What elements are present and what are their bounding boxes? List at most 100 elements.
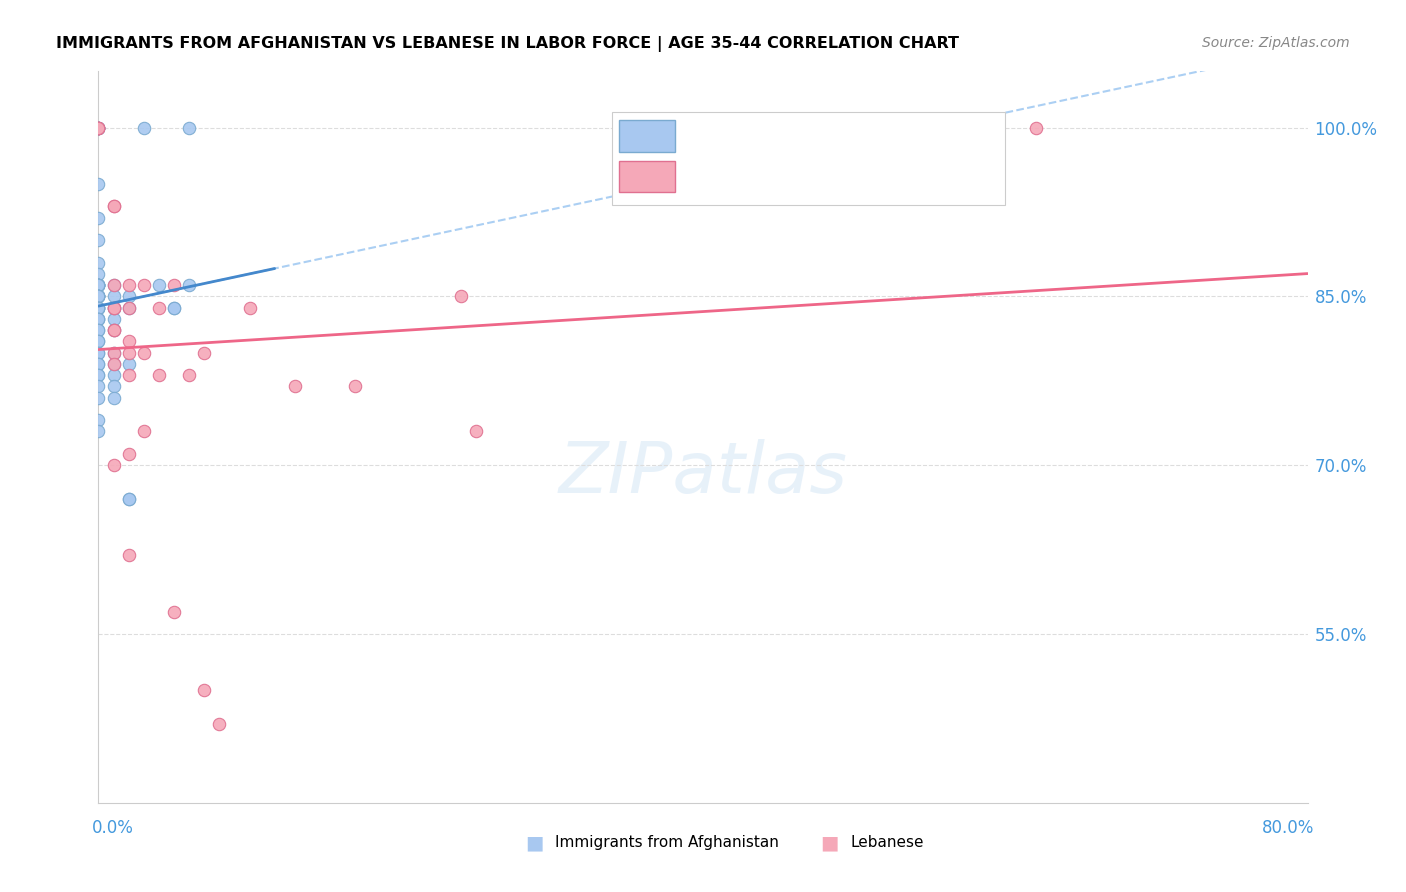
Text: ZIPatlas: ZIPatlas [558,439,848,508]
Point [87,120,110,135]
Point [132,425,155,439]
Point [87,278,110,293]
Text: R =: R = [689,168,733,186]
Point [103,323,125,337]
Point [103,278,125,293]
Point [87,289,110,303]
Point [118,278,141,293]
Point [87,120,110,135]
Point [87,312,110,326]
Point [87,391,110,405]
Point [103,301,125,315]
Point [103,458,125,473]
Point [193,345,215,359]
Text: 80.0%: 80.0% [1263,819,1315,837]
Point [87,345,110,359]
Text: 0.126: 0.126 [738,127,793,145]
Point [118,357,141,371]
Text: ■: ■ [524,833,544,853]
Point [148,301,170,315]
Point [103,357,125,371]
Point [87,425,110,439]
Point [87,379,110,393]
Point [118,289,141,303]
Point [103,301,125,315]
Point [103,289,125,303]
Point [87,120,110,135]
Point [103,301,125,315]
Point [87,368,110,383]
Point [87,267,110,281]
Point [87,289,110,303]
Point [118,447,141,461]
Text: IMMIGRANTS FROM AFGHANISTAN VS LEBANESE IN LABOR FORCE | AGE 35-44 CORRELATION C: IMMIGRANTS FROM AFGHANISTAN VS LEBANESE … [56,36,959,52]
Point [87,334,110,349]
Point [163,605,186,619]
Point [87,301,110,315]
Point [284,379,307,393]
Point [87,301,110,315]
Point [87,278,110,293]
Point [87,312,110,326]
Point [132,120,155,135]
Point [87,413,110,427]
Point [87,278,110,293]
Point [118,368,141,383]
Point [87,120,110,135]
Point [87,301,110,315]
Point [118,345,141,359]
Point [87,289,110,303]
Point [87,120,110,135]
Point [87,323,110,337]
Point [87,289,110,303]
Point [87,177,110,191]
Point [177,368,201,383]
Point [103,368,125,383]
Point [87,289,110,303]
Point [87,278,110,293]
Point [87,278,110,293]
Point [87,278,110,293]
Point [87,312,110,326]
Text: Source: ZipAtlas.com: Source: ZipAtlas.com [1202,36,1350,50]
Point [87,345,110,359]
Point [103,379,125,393]
Text: R =: R = [689,127,733,145]
Point [163,301,186,315]
Point [87,289,110,303]
Point [1024,120,1046,135]
Point [87,120,110,135]
Point [344,379,367,393]
Point [87,301,110,315]
Point [87,357,110,371]
Point [118,301,141,315]
Point [87,334,110,349]
Point [103,391,125,405]
Point [87,120,110,135]
Point [87,255,110,269]
Point [163,278,186,293]
Point [132,345,155,359]
Point [87,323,110,337]
Point [103,323,125,337]
Point [87,357,110,371]
Point [87,120,110,135]
Point [118,491,141,506]
Point [87,278,110,293]
Point [177,278,201,293]
Point [132,278,155,293]
Point [103,301,125,315]
Point [103,199,125,213]
Text: N =: N = [827,127,870,145]
Text: Immigrants from Afghanistan: Immigrants from Afghanistan [555,836,779,850]
Text: ■: ■ [820,833,839,853]
Text: -0.110: -0.110 [738,168,803,186]
Point [87,289,110,303]
Text: 38: 38 [876,168,897,186]
Point [87,278,110,293]
Point [103,345,125,359]
Point [148,368,170,383]
Point [148,278,170,293]
Text: 68: 68 [876,127,897,145]
Point [118,334,141,349]
